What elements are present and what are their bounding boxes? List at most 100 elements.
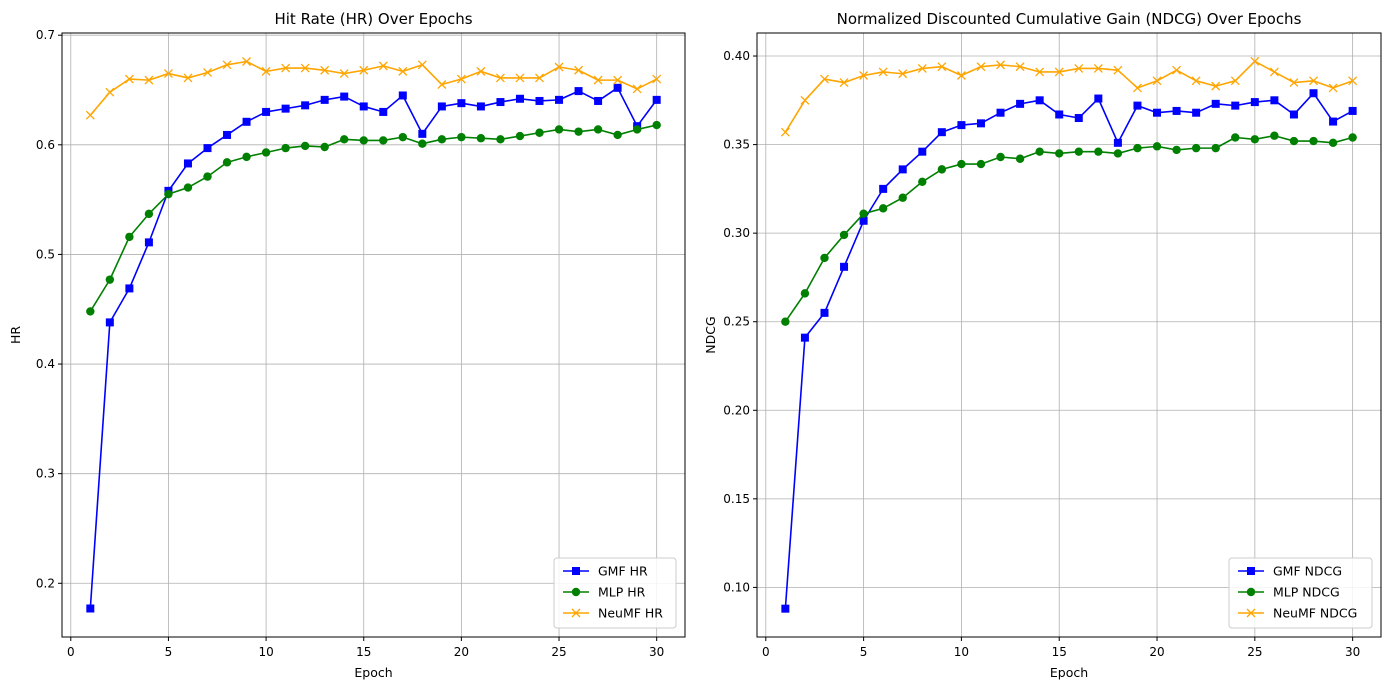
gmf-point (800, 333, 809, 342)
legend-label: MLP HR (598, 585, 646, 600)
mlp-point (1133, 143, 1142, 153)
mlp-point (1094, 147, 1103, 156)
mlp-point (918, 177, 927, 186)
gmf-point (1211, 99, 1220, 108)
x-tick-label: 5 (165, 645, 173, 659)
gmf-point (105, 318, 114, 327)
mlp-point (878, 204, 888, 213)
neumf-point (996, 60, 1005, 70)
plot-frame (756, 32, 1382, 638)
gmf-point (223, 130, 232, 139)
y-tick-label: 0.10 (723, 580, 750, 594)
x-tick-label: 20 (1149, 645, 1164, 659)
neumf-point (1015, 62, 1025, 72)
chart-title: Hit Rate (HR) Over Epochs (274, 10, 472, 28)
gmf-point (1133, 101, 1142, 110)
gmf-point (1348, 106, 1357, 115)
neumf-point (1348, 76, 1358, 86)
y-tick-label: 0.2 (36, 576, 55, 590)
gmf-point (1250, 98, 1259, 107)
neumf-point (1230, 76, 1240, 86)
gmf-point (262, 107, 271, 116)
x-tick-label: 10 (954, 645, 969, 659)
legend-marker (1246, 587, 1256, 597)
gmf-point (555, 95, 564, 104)
x-tick-label: 30 (1345, 645, 1360, 659)
neumf-point (1093, 63, 1103, 73)
neumf-point (281, 63, 291, 73)
legend-box (1228, 557, 1373, 629)
mlp-point (1074, 147, 1083, 156)
mlp-point (125, 232, 134, 242)
neumf-point (780, 127, 790, 137)
neumf-point (1269, 67, 1279, 77)
mlp-point (320, 142, 329, 152)
mlp-point (515, 131, 525, 141)
gmf-point (1329, 117, 1338, 126)
neumf-point (398, 66, 408, 76)
x-tick-label: 25 (551, 645, 566, 659)
x-tick-label: 15 (1052, 645, 1067, 659)
mlp-point (203, 172, 212, 181)
neumf-point (476, 66, 486, 76)
chart-title: Normalized Discounted Cumulative Gain (N… (837, 10, 1302, 28)
mlp-point (535, 128, 544, 137)
mlp-point (300, 141, 310, 151)
x-tick-label: 20 (454, 645, 469, 659)
neumf-point (613, 75, 623, 85)
gmf-point (418, 129, 427, 138)
neumf-point (124, 74, 134, 84)
neumf-point (242, 57, 252, 66)
gmf-point (183, 159, 192, 168)
hr-chart-panel: 0 5 10 15 20 25 30 0.2 0.3 0.4 0.5 0.6 0.7 Hit Rate (… (8, 10, 686, 680)
gmf-point (144, 238, 153, 247)
y-tick-label: 0.35 (723, 138, 750, 152)
mlp-point (1035, 147, 1044, 156)
gmf-point (574, 87, 583, 96)
neumf-point (554, 62, 564, 72)
neumf-point (1328, 83, 1338, 93)
x-tick-label: 10 (258, 645, 273, 659)
gmf-point (613, 83, 622, 92)
mlp-point (183, 183, 193, 192)
neumf-point (183, 73, 193, 83)
gmf-point (457, 99, 466, 108)
neumf-point (898, 69, 908, 79)
mlp-point (164, 189, 173, 199)
gmf-point (476, 102, 485, 111)
y-tick-label: 0.40 (723, 49, 750, 63)
gmf-point (86, 604, 95, 613)
mlp-point (996, 152, 1005, 162)
mlp-point (554, 125, 564, 134)
gmf-point (918, 147, 927, 156)
mlp-point (574, 127, 583, 136)
gmf-point (340, 92, 349, 101)
neumf-point (535, 73, 544, 83)
gmf-point (1172, 106, 1181, 115)
mlp-point (1191, 143, 1201, 153)
neumf-point (1113, 65, 1123, 75)
gmf-point (1094, 94, 1103, 103)
neumf-point (1035, 67, 1045, 77)
gmf-point (898, 165, 907, 174)
gmf-point (242, 117, 251, 126)
neumf-point (593, 75, 603, 85)
mlp-point (281, 143, 290, 153)
gmf-point (594, 96, 603, 105)
x-tick-label: 15 (356, 645, 371, 659)
neumf-point (1074, 63, 1084, 73)
y-tick-label: 0.3 (36, 467, 55, 481)
neumf-point (359, 65, 369, 75)
gmf-point (976, 119, 985, 128)
y-axis-label: NDCG (703, 316, 718, 353)
mlp-point (86, 307, 95, 316)
x-tick-label: 0 (67, 645, 75, 659)
mlp-point (632, 125, 642, 134)
y-tick-label: 0.4 (36, 357, 55, 371)
y-tick-label: 0.20 (723, 403, 750, 417)
neumf-point (203, 68, 212, 77)
legend: GMF HR MLP HR NeuMF HR (553, 557, 677, 629)
mlp-point (1289, 136, 1299, 146)
neumf-point (878, 67, 888, 77)
neumf-point (652, 74, 662, 84)
